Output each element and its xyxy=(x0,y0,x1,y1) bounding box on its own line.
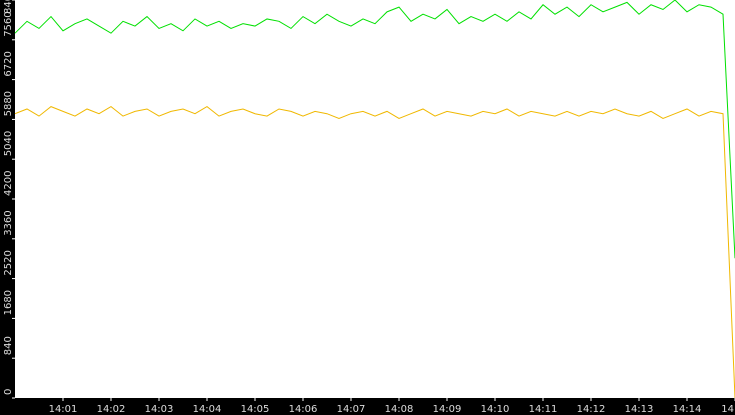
y-tick-label: 5040 xyxy=(3,131,14,156)
x-tick-label: 14 xyxy=(721,404,734,415)
y-tick-label: 2520 xyxy=(3,250,14,275)
x-tick-label: 14:09 xyxy=(433,404,462,415)
series-line xyxy=(14,0,735,259)
x-tick-label: 14:02 xyxy=(97,404,126,415)
y-tick-label: 840 xyxy=(3,336,14,355)
x-tick-label: 14:13 xyxy=(625,404,654,415)
x-tick-label: 14:05 xyxy=(241,404,270,415)
x-tick-label: 14:03 xyxy=(145,404,174,415)
x-tick-label: 14:07 xyxy=(337,404,366,415)
x-tick-label: 14:08 xyxy=(385,404,414,415)
y-tick-label: 5880 xyxy=(3,91,14,116)
y-tick-label: 4200 xyxy=(3,171,14,196)
x-tick-label: 14:06 xyxy=(289,404,318,415)
y-tick-label: 6720 xyxy=(3,51,14,76)
series-line xyxy=(14,106,735,399)
x-tick-label: 14:11 xyxy=(529,404,558,415)
plot-area xyxy=(15,0,735,398)
y-tick-label: 0 xyxy=(3,389,14,395)
x-tick-label: 14:12 xyxy=(577,404,606,415)
y-tick-label: 8400 xyxy=(3,0,14,14)
y-tick-label: 7560 xyxy=(3,11,14,36)
y-tick-label: 3360 xyxy=(3,210,14,235)
x-tick-label: 14:04 xyxy=(193,404,222,415)
x-tick-label: 14:14 xyxy=(673,404,702,415)
y-tick-label: 1680 xyxy=(3,290,14,315)
x-tick-label: 14:10 xyxy=(481,404,510,415)
x-tick-label: 14:01 xyxy=(49,404,78,415)
